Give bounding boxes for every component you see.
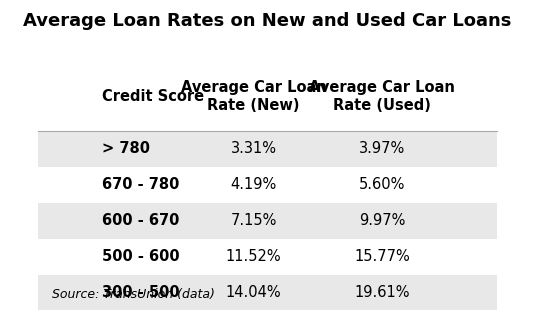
Text: 11.52%: 11.52% — [226, 249, 281, 264]
FancyBboxPatch shape — [39, 239, 496, 275]
Text: > 780: > 780 — [102, 141, 150, 157]
Text: 5.60%: 5.60% — [359, 177, 406, 192]
Text: Average Loan Rates on New and Used Car Loans: Average Loan Rates on New and Used Car L… — [24, 12, 511, 30]
Text: Source: TransUnion (data): Source: TransUnion (data) — [52, 288, 215, 301]
Text: 3.97%: 3.97% — [359, 141, 405, 157]
FancyBboxPatch shape — [39, 131, 496, 167]
Text: 500 - 600: 500 - 600 — [102, 249, 180, 264]
Text: 7.15%: 7.15% — [231, 213, 277, 228]
Text: 4.19%: 4.19% — [231, 177, 277, 192]
FancyBboxPatch shape — [39, 275, 496, 311]
Text: 670 - 780: 670 - 780 — [102, 177, 180, 192]
Text: 15.77%: 15.77% — [354, 249, 410, 264]
FancyBboxPatch shape — [39, 167, 496, 203]
Text: Average Car Loan
Rate (New): Average Car Loan Rate (New) — [181, 80, 327, 113]
Text: 600 - 670: 600 - 670 — [102, 213, 180, 228]
Text: 9.97%: 9.97% — [359, 213, 406, 228]
Text: 14.04%: 14.04% — [226, 285, 281, 300]
Text: Average Car Loan
Rate (Used): Average Car Loan Rate (Used) — [309, 80, 455, 113]
Text: 3.31%: 3.31% — [231, 141, 277, 157]
Text: 19.61%: 19.61% — [354, 285, 410, 300]
FancyBboxPatch shape — [39, 203, 496, 239]
Text: Credit Score: Credit Score — [102, 89, 204, 104]
Text: 300 - 500: 300 - 500 — [102, 285, 180, 300]
